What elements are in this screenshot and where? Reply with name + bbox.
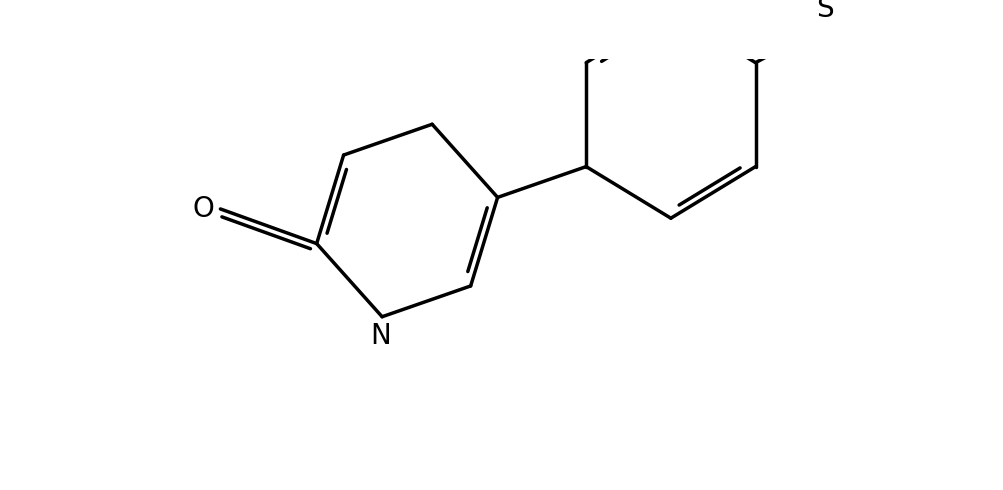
Text: O: O bbox=[193, 195, 214, 223]
Text: S: S bbox=[815, 0, 832, 23]
Text: N: N bbox=[370, 322, 390, 350]
